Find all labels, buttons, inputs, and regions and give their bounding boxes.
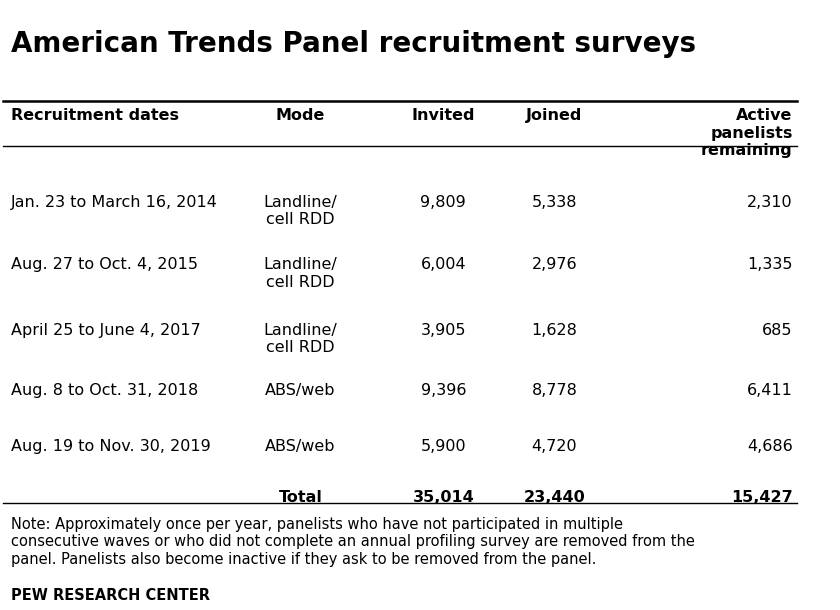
Text: 35,014: 35,014 <box>412 490 475 506</box>
Text: 15,427: 15,427 <box>731 490 793 506</box>
Text: ABS/web: ABS/web <box>265 383 336 398</box>
Text: PEW RESEARCH CENTER: PEW RESEARCH CENTER <box>11 588 210 603</box>
Text: 2,976: 2,976 <box>532 257 577 273</box>
Text: Note: Approximately once per year, panelists who have not participated in multip: Note: Approximately once per year, panel… <box>11 517 695 567</box>
Text: Recruitment dates: Recruitment dates <box>11 109 179 123</box>
Text: Landline/
cell RDD: Landline/ cell RDD <box>264 323 338 355</box>
Text: 6,004: 6,004 <box>421 257 466 273</box>
Text: April 25 to June 4, 2017: April 25 to June 4, 2017 <box>11 323 201 338</box>
Text: 5,900: 5,900 <box>421 439 466 454</box>
Text: ABS/web: ABS/web <box>265 439 336 454</box>
Text: Mode: Mode <box>276 109 325 123</box>
Text: American Trends Panel recruitment surveys: American Trends Panel recruitment survey… <box>11 30 696 58</box>
Text: 3,905: 3,905 <box>421 323 466 338</box>
Text: 23,440: 23,440 <box>523 490 585 506</box>
Text: Aug. 27 to Oct. 4, 2015: Aug. 27 to Oct. 4, 2015 <box>11 257 197 273</box>
Text: Aug. 19 to Nov. 30, 2019: Aug. 19 to Nov. 30, 2019 <box>11 439 211 454</box>
Text: Joined: Joined <box>527 109 583 123</box>
Text: 9,396: 9,396 <box>421 383 466 398</box>
Text: 1,628: 1,628 <box>532 323 577 338</box>
Text: Aug. 8 to Oct. 31, 2018: Aug. 8 to Oct. 31, 2018 <box>11 383 198 398</box>
Text: 2,310: 2,310 <box>747 195 793 210</box>
Text: 4,720: 4,720 <box>532 439 577 454</box>
Text: 9,809: 9,809 <box>421 195 466 210</box>
Text: 5,338: 5,338 <box>532 195 577 210</box>
Text: Jan. 23 to March 16, 2014: Jan. 23 to March 16, 2014 <box>11 195 218 210</box>
Text: 4,686: 4,686 <box>747 439 793 454</box>
Text: Landline/
cell RDD: Landline/ cell RDD <box>264 195 338 227</box>
Text: 1,335: 1,335 <box>747 257 793 273</box>
Text: Active
panelists
remaining: Active panelists remaining <box>701 109 793 158</box>
Text: 6,411: 6,411 <box>747 383 793 398</box>
Text: Total: Total <box>279 490 323 506</box>
Text: Landline/
cell RDD: Landline/ cell RDD <box>264 257 338 290</box>
Text: 8,778: 8,778 <box>532 383 577 398</box>
Text: 685: 685 <box>762 323 793 338</box>
Text: Invited: Invited <box>412 109 475 123</box>
